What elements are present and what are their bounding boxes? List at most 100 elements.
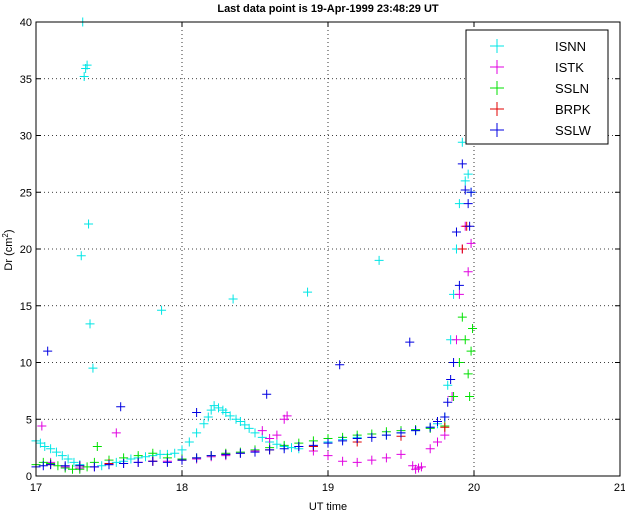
- data-point: [37, 421, 47, 431]
- data-point: [157, 305, 167, 315]
- data-point: [323, 451, 333, 461]
- data-point: [463, 267, 473, 277]
- data-point: [104, 460, 114, 470]
- data-point: [192, 428, 202, 438]
- data-point: [92, 441, 102, 451]
- data-point: [466, 346, 476, 356]
- y-axis-label-text: Dr (cm: [3, 238, 15, 271]
- data-point: [262, 389, 272, 399]
- data-point: [303, 287, 313, 297]
- x-tick-label: 18: [176, 482, 188, 494]
- data-point: [381, 453, 391, 463]
- data-point: [463, 199, 473, 209]
- data-point: [46, 444, 56, 454]
- data-point: [451, 227, 461, 237]
- data-point: [235, 448, 245, 458]
- data-point: [282, 411, 292, 421]
- plot-area: [31, 17, 478, 474]
- legend: ISNN ISTK SSLN BRPK SSLW: [465, 29, 609, 145]
- data-point: [111, 428, 121, 438]
- data-point: [206, 405, 216, 415]
- data-point: [148, 448, 158, 458]
- legend-marker: [490, 60, 504, 74]
- data-point: [460, 176, 470, 186]
- data-point: [454, 280, 464, 290]
- data-point: [338, 436, 348, 446]
- legend-label: BRPK: [555, 102, 591, 117]
- data-point: [396, 449, 406, 459]
- y-tick-label: 10: [20, 358, 32, 370]
- data-point: [184, 437, 194, 447]
- data-point: [148, 456, 158, 466]
- data-point: [76, 251, 86, 261]
- data-point: [446, 375, 456, 385]
- data-point: [454, 199, 464, 209]
- x-tick-label: 21: [614, 482, 625, 494]
- data-point: [440, 422, 450, 432]
- y-tick-label: 0: [26, 471, 32, 483]
- data-point: [192, 407, 202, 417]
- legend-marker: [490, 102, 504, 116]
- y-axis-label: Dr (cm2): [1, 229, 16, 270]
- data-point: [57, 451, 67, 461]
- data-point: [287, 443, 296, 453]
- data-point: [265, 434, 275, 444]
- data-point: [111, 457, 121, 467]
- data-point: [416, 462, 426, 472]
- x-axis-label: UT time: [309, 501, 347, 512]
- y-axis-label-sup: 2: [1, 233, 10, 238]
- legend-marker: [490, 123, 504, 137]
- data-point: [40, 441, 50, 451]
- chart-title: Last data point is 19-Apr-1999 23:48:29 …: [217, 3, 439, 15]
- data-point: [279, 444, 289, 454]
- data-point: [272, 430, 282, 440]
- data-point: [460, 185, 470, 195]
- data-point: [206, 451, 216, 461]
- data-point: [199, 419, 209, 429]
- data-point: [89, 462, 99, 472]
- data-point: [214, 403, 223, 413]
- y-tick-label: 20: [20, 244, 32, 256]
- data-point: [84, 219, 94, 229]
- data-point: [466, 187, 476, 197]
- data-point: [46, 460, 56, 470]
- data-point: [170, 448, 180, 458]
- data-point: [244, 423, 254, 433]
- data-point: [43, 346, 53, 356]
- data-point: [352, 457, 362, 467]
- data-point: [425, 422, 435, 432]
- data-point: [69, 457, 79, 467]
- data-point: [221, 449, 231, 459]
- data-point: [88, 363, 98, 373]
- data-point: [463, 169, 473, 179]
- series-istk: [37, 221, 476, 474]
- data-point: [440, 412, 450, 422]
- data-point: [228, 294, 238, 304]
- data-point: [463, 369, 473, 379]
- axis-ticks: 17 18 19 20 21 0 5 10 15 20 25 30 35 40: [20, 17, 625, 494]
- data-point: [468, 323, 478, 333]
- legend-label: SSLN: [555, 81, 589, 96]
- data-point: [225, 411, 235, 421]
- data-point: [457, 244, 467, 254]
- data-point: [177, 445, 187, 455]
- y-axis-label-close: ): [3, 229, 15, 233]
- data-point: [367, 455, 377, 465]
- data-point: [119, 459, 129, 469]
- y-tick-label: 35: [20, 74, 32, 86]
- y-tick-label: 25: [20, 187, 32, 199]
- data-point: [250, 428, 260, 438]
- data-point: [257, 426, 267, 436]
- data-point: [38, 461, 48, 471]
- y-tick-label: 30: [20, 131, 32, 143]
- data-point: [192, 453, 202, 463]
- data-point: [272, 439, 282, 449]
- data-point: [85, 319, 95, 329]
- x-tick-label: 17: [30, 482, 42, 494]
- data-point: [133, 457, 143, 467]
- data-point: [449, 358, 459, 367]
- data-point: [457, 137, 467, 147]
- data-point: [82, 60, 92, 70]
- data-point: [231, 414, 241, 424]
